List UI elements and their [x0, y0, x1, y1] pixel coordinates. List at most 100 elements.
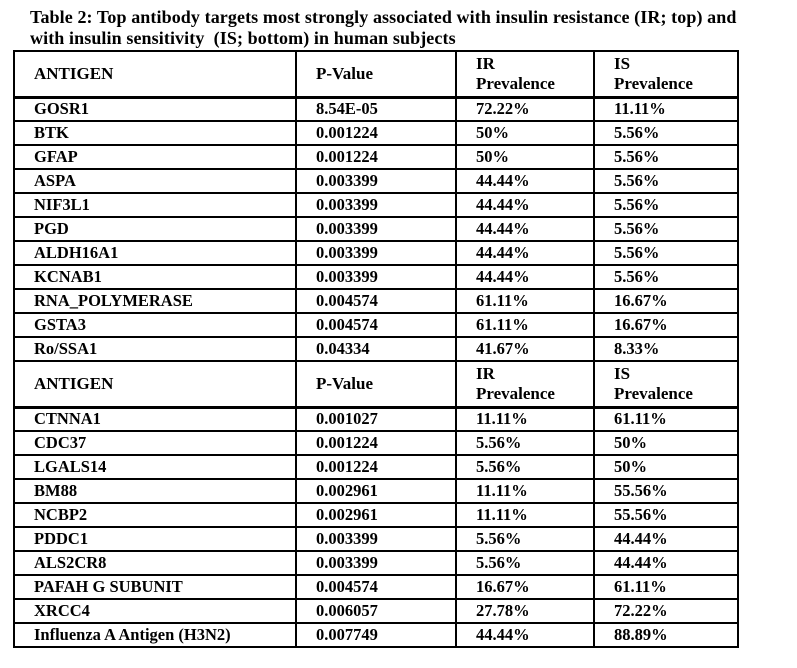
is-prevalence-cell: 50%	[593, 430, 739, 456]
antigen-cell: BTK	[13, 120, 297, 146]
table-caption-line2: with insulin sensitivity (IS; bottom) in…	[30, 28, 456, 48]
ir-prevalence-cell: 50%	[455, 120, 595, 146]
col-header-ir-line1: IR	[476, 363, 495, 383]
antigen-cell: ALDH16A1	[13, 240, 297, 266]
ir-prevalence-cell: 11.11%	[455, 478, 595, 504]
col-header-ir-line2: Prevalence	[476, 73, 555, 93]
antigen-cell: NIF3L1	[13, 192, 297, 218]
is-prevalence-cell: 88.89%	[593, 622, 739, 648]
pvalue-cell: 8.54E-05	[295, 96, 457, 122]
header-row-ir: ANTIGEN P-Value IR Prevalence IS Prevale…	[13, 50, 739, 99]
is-prevalence-cell: 16.67%	[593, 288, 739, 314]
table-row: PDDC1 0.003399 5.56% 44.44%	[13, 526, 739, 552]
table-row: ASPA 0.003399 44.44% 5.56%	[13, 168, 739, 194]
table-row: XRCC4 0.006057 27.78% 72.22%	[13, 598, 739, 624]
col-header-ir-line2: Prevalence	[476, 383, 555, 403]
antigen-cell: ALS2CR8	[13, 550, 297, 576]
antigen-cell: LGALS14	[13, 454, 297, 480]
col-header-antigen: ANTIGEN	[13, 50, 297, 99]
ir-prevalence-cell: 16.67%	[455, 574, 595, 600]
ir-prevalence-cell: 11.11%	[455, 502, 595, 528]
table-row: ALS2CR8 0.003399 5.56% 44.44%	[13, 550, 739, 576]
table-caption-line1: Table 2: Top antibody targets most stron…	[30, 7, 737, 27]
is-prevalence-cell: 44.44%	[593, 550, 739, 576]
col-header-pvalue: P-Value	[295, 50, 457, 99]
table-row: KCNAB1 0.003399 44.44% 5.56%	[13, 264, 739, 290]
pvalue-cell: 0.006057	[295, 598, 457, 624]
pvalue-cell: 0.001224	[295, 144, 457, 170]
col-header-antigen: ANTIGEN	[13, 360, 297, 409]
table-row: RNA_POLYMERASE 0.004574 61.11% 16.67%	[13, 288, 739, 314]
ir-prevalence-cell: 72.22%	[455, 96, 595, 122]
antigen-cell: GFAP	[13, 144, 297, 170]
pvalue-cell: 0.001224	[295, 454, 457, 480]
col-header-pvalue: P-Value	[295, 360, 457, 409]
pvalue-cell: 0.003399	[295, 240, 457, 266]
col-header-ir-prevalence: IR Prevalence	[455, 360, 595, 409]
col-header-is-line2: Prevalence	[614, 383, 693, 403]
table-row: NIF3L1 0.003399 44.44% 5.56%	[13, 192, 739, 218]
is-prevalence-cell: 16.67%	[593, 312, 739, 338]
is-prevalence-cell: 55.56%	[593, 502, 739, 528]
is-prevalence-cell: 5.56%	[593, 240, 739, 266]
table-row: NCBP2 0.002961 11.11% 55.56%	[13, 502, 739, 528]
pvalue-cell: 0.007749	[295, 622, 457, 648]
pvalue-cell: 0.003399	[295, 526, 457, 552]
antigen-cell: CTNNA1	[13, 406, 297, 432]
ir-prevalence-cell: 27.78%	[455, 598, 595, 624]
table-row: GFAP 0.001224 50% 5.56%	[13, 144, 739, 170]
pvalue-cell: 0.003399	[295, 550, 457, 576]
ir-prevalence-cell: 50%	[455, 144, 595, 170]
is-prevalence-cell: 72.22%	[593, 598, 739, 624]
header-row-is: ANTIGEN P-Value IR Prevalence IS Prevale…	[13, 360, 739, 409]
table-row: Influenza A Antigen (H3N2) 0.007749 44.4…	[13, 622, 739, 648]
pvalue-cell: 0.004574	[295, 288, 457, 314]
antigen-cell: CDC37	[13, 430, 297, 456]
col-header-is-prevalence: IS Prevalence	[593, 360, 739, 409]
antibody-targets-table: ANTIGEN P-Value IR Prevalence IS Prevale…	[13, 50, 739, 648]
pvalue-cell: 0.001027	[295, 406, 457, 432]
antigen-cell: KCNAB1	[13, 264, 297, 290]
antigen-cell: PDDC1	[13, 526, 297, 552]
is-prevalence-cell: 5.56%	[593, 192, 739, 218]
antigen-cell: PAFAH G SUBUNIT	[13, 574, 297, 600]
ir-prevalence-cell: 5.56%	[455, 454, 595, 480]
is-prevalence-cell: 50%	[593, 454, 739, 480]
col-header-is-prevalence: IS Prevalence	[593, 50, 739, 99]
table-row: PGD 0.003399 44.44% 5.56%	[13, 216, 739, 242]
ir-prevalence-cell: 44.44%	[455, 240, 595, 266]
antigen-cell: GOSR1	[13, 96, 297, 122]
antigen-cell: RNA_POLYMERASE	[13, 288, 297, 314]
ir-prevalence-cell: 5.56%	[455, 526, 595, 552]
pvalue-cell: 0.004574	[295, 574, 457, 600]
antigen-cell: NCBP2	[13, 502, 297, 528]
col-header-is-line1: IS	[614, 363, 631, 383]
col-header-is-line1: IS	[614, 53, 631, 73]
antigen-cell: Influenza A Antigen (H3N2)	[13, 622, 297, 648]
col-header-ir-prevalence: IR Prevalence	[455, 50, 595, 99]
table-row: GOSR1 8.54E-05 72.22% 11.11%	[13, 96, 739, 122]
ir-prevalence-cell: 44.44%	[455, 168, 595, 194]
ir-prevalence-cell: 11.11%	[455, 406, 595, 432]
is-prevalence-cell: 8.33%	[593, 336, 739, 362]
antigen-cell: BM88	[13, 478, 297, 504]
is-prevalence-cell: 5.56%	[593, 120, 739, 146]
pvalue-cell: 0.004574	[295, 312, 457, 338]
antigen-cell: PGD	[13, 216, 297, 242]
table-row: Ro/SSA1 0.04334 41.67% 8.33%	[13, 336, 739, 362]
pvalue-cell: 0.04334	[295, 336, 457, 362]
is-prevalence-cell: 55.56%	[593, 478, 739, 504]
pvalue-cell: 0.001224	[295, 120, 457, 146]
pvalue-cell: 0.002961	[295, 502, 457, 528]
pvalue-cell: 0.001224	[295, 430, 457, 456]
ir-prevalence-cell: 61.11%	[455, 288, 595, 314]
pvalue-cell: 0.003399	[295, 264, 457, 290]
table-row: CTNNA1 0.001027 11.11% 61.11%	[13, 406, 739, 432]
table-row: CDC37 0.001224 5.56% 50%	[13, 430, 739, 456]
antigen-cell: GSTA3	[13, 312, 297, 338]
col-header-ir-line1: IR	[476, 53, 495, 73]
antigen-cell: XRCC4	[13, 598, 297, 624]
ir-prevalence-cell: 5.56%	[455, 550, 595, 576]
is-prevalence-cell: 61.11%	[593, 406, 739, 432]
